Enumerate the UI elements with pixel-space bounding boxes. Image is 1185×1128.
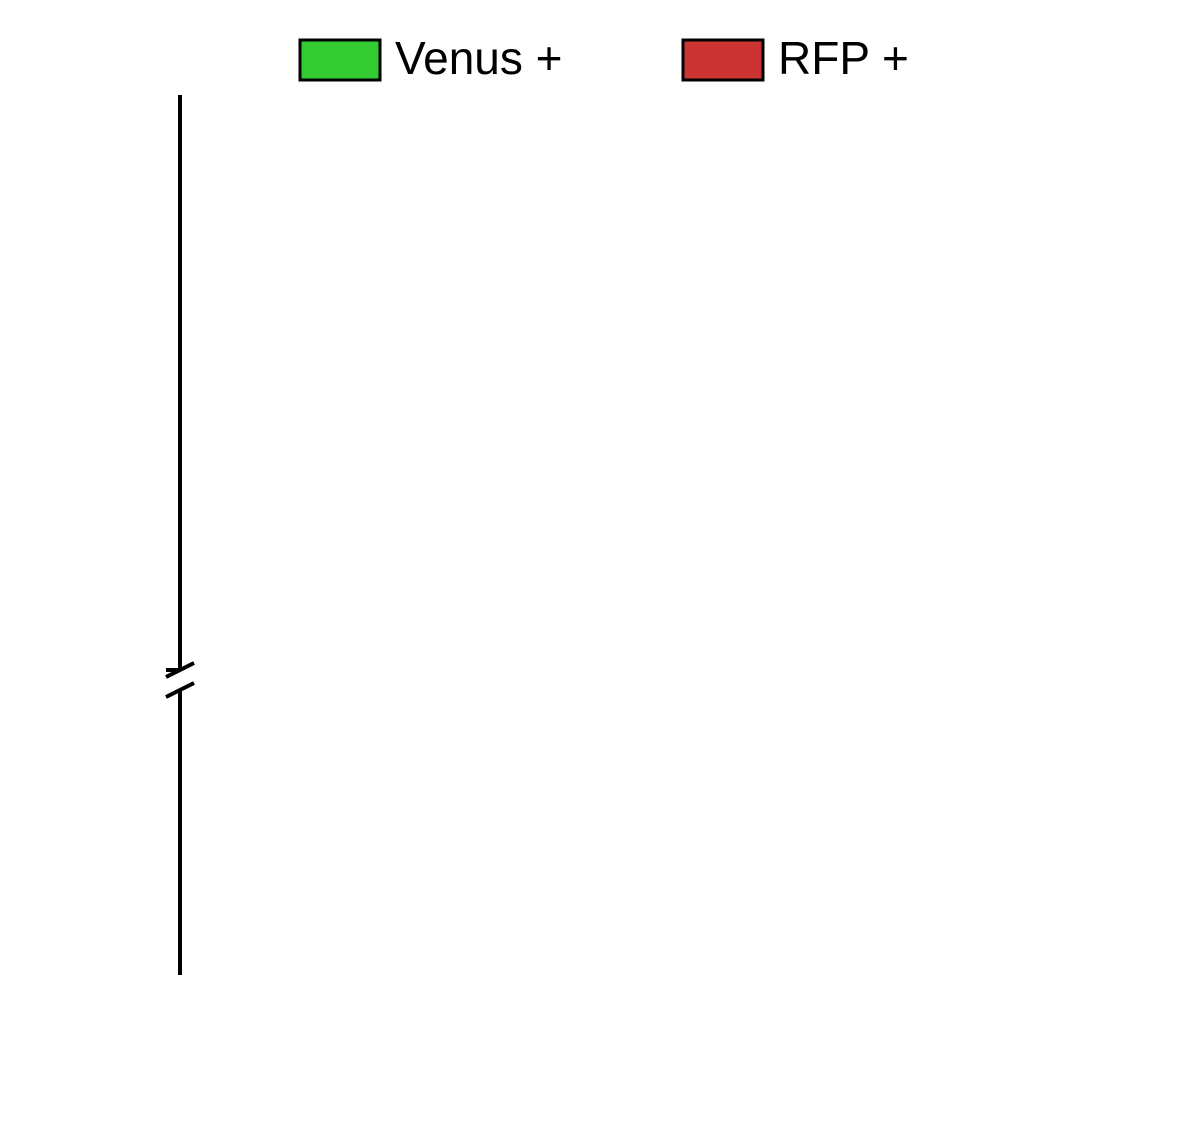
legend-swatch <box>683 40 763 80</box>
legend-swatch <box>300 40 380 80</box>
legend-label: RFP + <box>778 32 909 84</box>
bar-chart-figure: Venus + RFP + <box>20 20 1165 1108</box>
legend-label: Venus + <box>395 32 563 84</box>
